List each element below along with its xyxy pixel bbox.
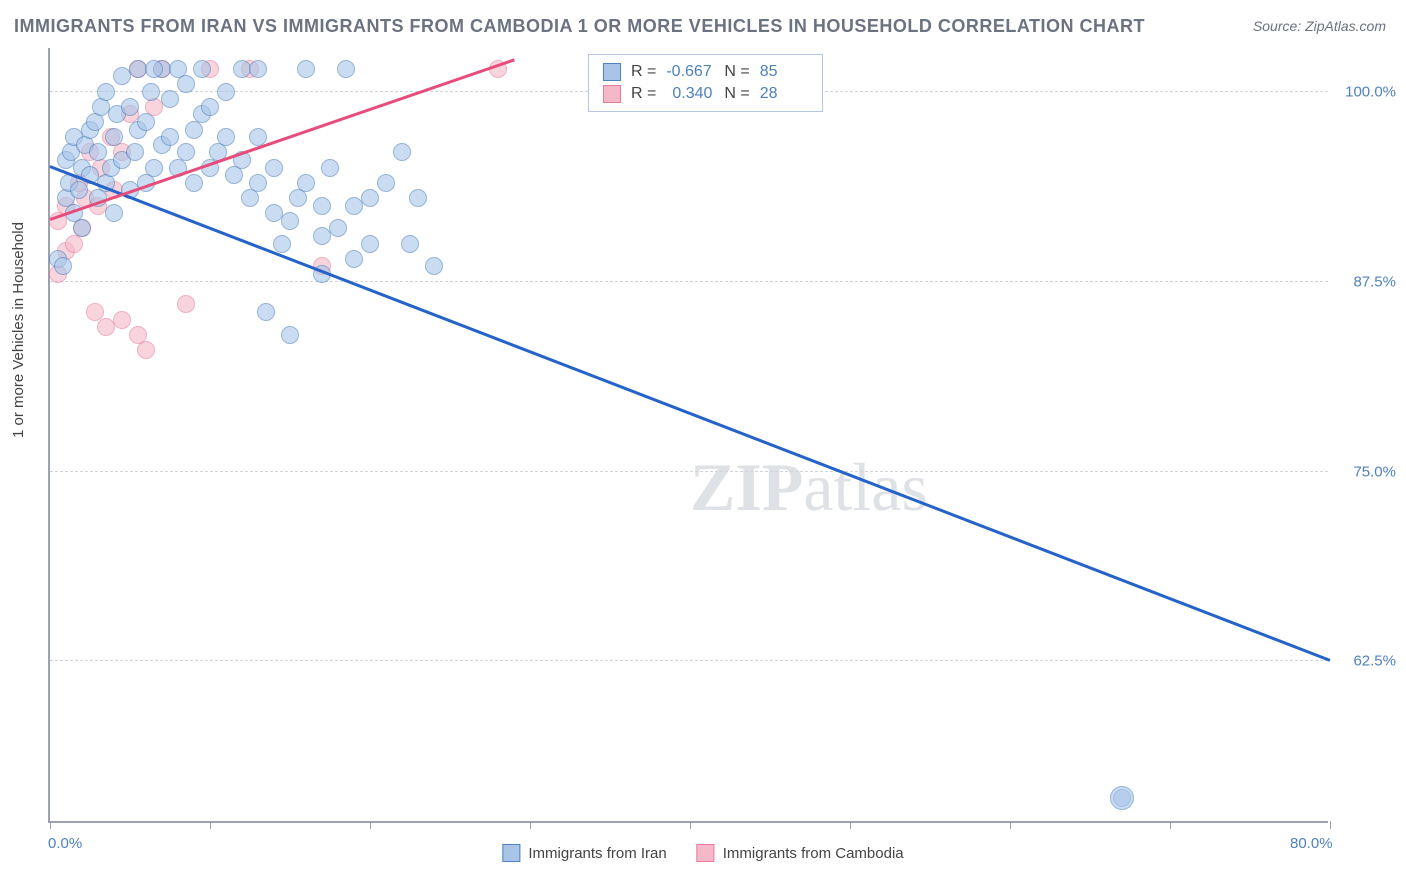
y-tick-label: 87.5%	[1353, 273, 1396, 290]
data-point	[145, 60, 163, 78]
data-point	[329, 219, 347, 237]
legend-label-1: Immigrants from Iran	[528, 845, 666, 862]
data-point	[377, 174, 395, 192]
data-point	[393, 143, 411, 161]
n-value-1: 85	[760, 63, 808, 81]
data-point	[337, 60, 355, 78]
r-value-1: -0.667	[666, 63, 714, 81]
legend-item-2: Immigrants from Cambodia	[697, 844, 904, 862]
stats-row-1: R = -0.667 N = 85	[603, 61, 808, 83]
r-value-2: 0.340	[666, 85, 714, 103]
x-tick	[1170, 821, 1171, 829]
source-label: Source: ZipAtlas.com	[1253, 18, 1386, 34]
data-point	[361, 189, 379, 207]
data-point	[113, 311, 131, 329]
data-point	[105, 128, 123, 146]
data-point	[281, 326, 299, 344]
data-point	[142, 83, 160, 101]
data-point	[54, 257, 72, 275]
legend-swatch-1	[502, 844, 520, 862]
chart-title: IMMIGRANTS FROM IRAN VS IMMIGRANTS FROM …	[14, 16, 1145, 37]
data-point	[97, 83, 115, 101]
data-point	[121, 98, 139, 116]
stats-box: R = -0.667 N = 85 R = 0.340 N = 28	[588, 54, 823, 112]
data-point	[217, 83, 235, 101]
data-point	[161, 90, 179, 108]
data-point	[73, 219, 91, 237]
data-point	[201, 98, 219, 116]
x-tick	[850, 821, 851, 829]
legend-label-2: Immigrants from Cambodia	[723, 845, 904, 862]
data-point	[249, 60, 267, 78]
data-point	[145, 159, 163, 177]
x-tick	[530, 821, 531, 829]
x-min-label: 0.0%	[48, 835, 82, 852]
data-point	[137, 341, 155, 359]
data-point	[401, 235, 419, 253]
gridline-h	[50, 471, 1328, 472]
trend-line-series1	[50, 165, 1331, 661]
data-point	[137, 113, 155, 131]
x-tick	[210, 821, 211, 829]
data-point	[126, 143, 144, 161]
data-point	[161, 128, 179, 146]
y-tick-label: 62.5%	[1353, 653, 1396, 670]
data-point	[345, 250, 363, 268]
data-point	[185, 174, 203, 192]
data-point	[273, 235, 291, 253]
n-label: N =	[724, 63, 749, 81]
data-point	[257, 303, 275, 321]
plot-area: ZIPatlas R = -0.667 N = 85 R = 0.340 N =…	[48, 48, 1328, 823]
data-point	[425, 257, 443, 275]
watermark-bold: ZIP	[690, 449, 803, 525]
x-tick	[1010, 821, 1011, 829]
x-tick	[1330, 821, 1331, 829]
gridline-h	[50, 660, 1328, 661]
stats-row-2: R = 0.340 N = 28	[603, 83, 808, 105]
data-point	[177, 295, 195, 313]
r-label: R =	[631, 85, 656, 103]
data-point	[193, 60, 211, 78]
y-tick-label: 100.0%	[1345, 83, 1396, 100]
gridline-h	[50, 281, 1328, 282]
data-point	[313, 197, 331, 215]
swatch-series1	[603, 63, 621, 81]
watermark-light: atlas	[803, 449, 928, 525]
data-point	[361, 235, 379, 253]
x-tick	[370, 821, 371, 829]
x-max-label: 80.0%	[1290, 835, 1333, 852]
y-tick-label: 75.0%	[1353, 463, 1396, 480]
legend-swatch-2	[697, 844, 715, 862]
swatch-series2	[603, 85, 621, 103]
data-point	[89, 143, 107, 161]
data-point	[297, 60, 315, 78]
data-point	[297, 174, 315, 192]
x-tick	[50, 821, 51, 829]
legend-item-1: Immigrants from Iran	[502, 844, 666, 862]
y-axis-title: 1 or more Vehicles in Household	[10, 222, 27, 438]
data-point	[105, 204, 123, 222]
x-tick	[690, 821, 691, 829]
n-label: N =	[724, 85, 749, 103]
n-value-2: 28	[760, 85, 808, 103]
data-point	[281, 212, 299, 230]
legend: Immigrants from Iran Immigrants from Cam…	[502, 844, 903, 862]
data-point	[217, 128, 235, 146]
data-point	[1110, 786, 1134, 810]
data-point	[177, 75, 195, 93]
data-point	[249, 174, 267, 192]
data-point	[409, 189, 427, 207]
data-point	[321, 159, 339, 177]
data-point	[177, 143, 195, 161]
data-point	[265, 159, 283, 177]
data-point	[70, 181, 88, 199]
r-label: R =	[631, 63, 656, 81]
